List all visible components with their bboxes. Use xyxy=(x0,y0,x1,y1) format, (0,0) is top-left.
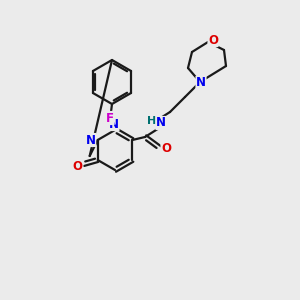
Text: O: O xyxy=(73,160,83,172)
Text: N: N xyxy=(109,118,119,130)
Text: H: H xyxy=(147,116,157,126)
Text: N: N xyxy=(86,134,96,146)
Text: F: F xyxy=(106,112,114,124)
Text: O: O xyxy=(208,34,218,46)
Text: O: O xyxy=(161,142,171,155)
Text: N: N xyxy=(156,116,166,130)
Text: N: N xyxy=(196,76,206,89)
